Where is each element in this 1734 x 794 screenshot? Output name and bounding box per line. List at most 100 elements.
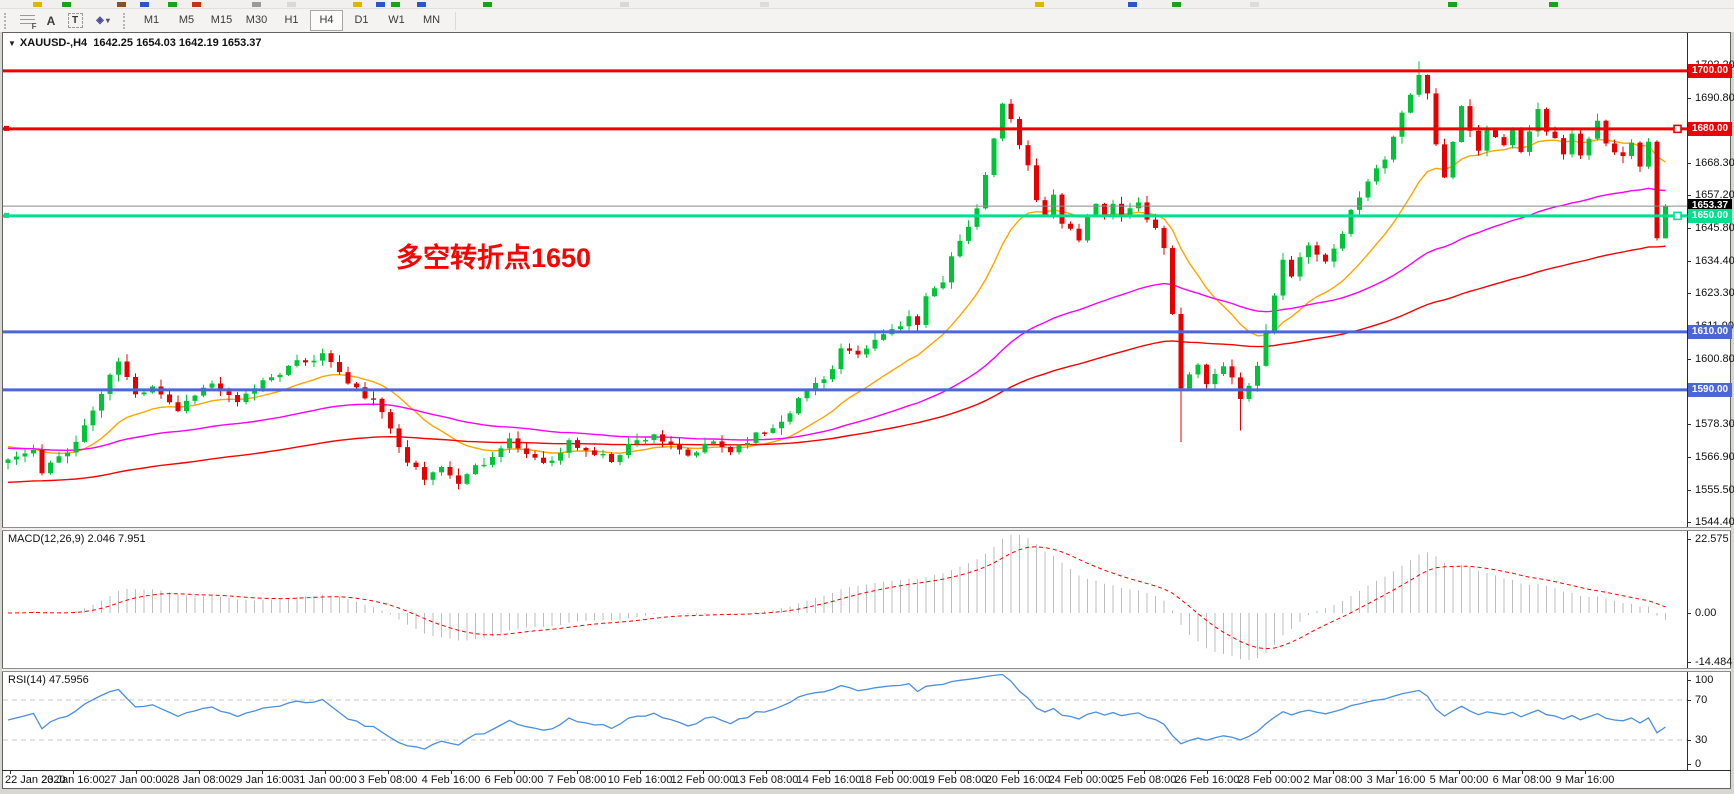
tick-mark: [1687, 613, 1691, 614]
chart-symbol-period: XAUUSD-,H4: [19, 37, 88, 49]
time-axis-label: 4 Feb 16:00: [421, 774, 481, 786]
tick-mark: [1687, 522, 1691, 524]
ma-fast-line: [7, 138, 1666, 455]
chevron-down-icon: ▾: [105, 16, 110, 25]
text-tool-button[interactable]: T: [63, 11, 87, 30]
window-left-edge: [0, 32, 2, 794]
toolbar-icon-fragment: [760, 2, 769, 7]
time-axis-tick: [577, 770, 578, 774]
chart-dropdown-icon[interactable]: ▼: [8, 39, 16, 48]
level-price-badge: 1650.00: [1688, 208, 1732, 223]
timeframe-button-m30[interactable]: M30: [245, 14, 268, 26]
timeframe-button-m5[interactable]: M5: [178, 14, 195, 26]
time-axis-label: 24 Feb 00:00: [1048, 774, 1114, 786]
tick-mark: [1687, 680, 1691, 681]
rsi-label: RSI(14) 47.5956: [8, 674, 89, 686]
time-axis-tick: [451, 770, 452, 774]
timeframe-button-h4[interactable]: H4: [310, 10, 343, 31]
window-bottom-edge: [0, 789, 1734, 794]
time-axis-tick: [829, 770, 830, 774]
toolbar-icon-fragment: [376, 2, 385, 7]
time-axis-label: 3 Feb 08:00: [358, 774, 418, 786]
tick-mark: [1687, 456, 1691, 458]
tick-mark: [1687, 293, 1691, 295]
toolbar-icon-fragment: [620, 2, 629, 7]
rsi-line: [7, 673, 1666, 750]
tick-mark: [1687, 358, 1691, 360]
time-axis-label: 9 Mar 16:00: [1555, 774, 1615, 786]
tick-mark: [1687, 97, 1691, 99]
time-axis-tick: [136, 770, 137, 774]
time-axis-tick: [10, 770, 11, 774]
time-axis-tick: [1207, 770, 1208, 774]
fibonacci-icon: F: [19, 14, 37, 31]
toolbar-grip[interactable]: [4, 12, 9, 29]
text-label-tool-button[interactable]: A: [39, 11, 63, 30]
timeframe-button-m15[interactable]: M15: [210, 14, 233, 26]
timeframe-button-h1[interactable]: H1: [284, 14, 299, 26]
time-axis-label: 28 Jan 08:00: [167, 774, 231, 786]
tick-mark: [1687, 423, 1691, 425]
horizontal-level-lines[interactable]: [3, 69, 1687, 392]
timeframe-group: M1 M5 M15 M30 H1 H4 D1 W1 MN: [134, 10, 449, 31]
time-axis-tick: [325, 770, 326, 774]
timeframe-button-m1[interactable]: M1: [143, 14, 160, 26]
pane-splitter[interactable]: [2, 527, 1731, 531]
fibonacci-tool-button[interactable]: F: [15, 11, 39, 31]
level-line-handle: [1673, 211, 1682, 221]
pane-splitter[interactable]: [2, 668, 1731, 672]
time-axis-tick: [73, 770, 74, 774]
time-axis-tick: [1396, 770, 1397, 774]
timeframe-button-d1[interactable]: D1: [354, 14, 369, 26]
time-axis-tick: [514, 770, 515, 774]
level-line-handle: [1673, 124, 1682, 134]
time-axis-label: 5 Mar 00:00: [1429, 774, 1489, 786]
tick-mark: [1687, 162, 1691, 164]
time-axis-label: 27 Jan 00:00: [104, 774, 168, 786]
level-price-badge: 1610.00: [1688, 324, 1732, 339]
time-axis-label: 6 Feb 00:00: [484, 774, 544, 786]
time-axis-label: 14 Feb 16:00: [796, 774, 862, 786]
toolbar-icon-fragment: [353, 2, 362, 7]
time-axis-tick: [1459, 770, 1460, 774]
time-axis-label: 13 Feb 08:00: [733, 774, 799, 786]
toolbar-grip[interactable]: [123, 12, 128, 29]
annotation-text[interactable]: 多空转折点1650: [396, 243, 592, 273]
toolbar-icon-fragment: [117, 2, 126, 7]
clipped-upper-toolbar: [0, 0, 1734, 9]
time-axis-label: 7 Feb 08:00: [547, 774, 607, 786]
time-axis-label: 22 Jan 2020: [5, 774, 66, 786]
macd-layer: [7, 534, 1666, 660]
time-axis-label: 6 Mar 08:00: [1492, 774, 1552, 786]
time-axis-label: 29 Jan 16:00: [230, 774, 294, 786]
toolbar-icon-fragment: [287, 2, 296, 7]
time-axis-tick: [199, 770, 200, 774]
toolbar-icon-fragment: [1448, 2, 1457, 7]
time-axis-label: 28 Feb 00:00: [1237, 774, 1303, 786]
tick-mark: [1687, 489, 1691, 491]
tick-mark: [1687, 261, 1691, 263]
macd-label: MACD(12,26,9) 2.046 7.951: [8, 533, 146, 545]
time-axis-label: 12 Feb 00:00: [670, 774, 736, 786]
ma-slow-line: [7, 245, 1666, 483]
timeframe-button-mn[interactable]: MN: [422, 14, 441, 26]
time-axis-tick: [892, 770, 893, 774]
time-axis-tick: [703, 770, 704, 774]
toolbar-icon-fragment: [62, 2, 71, 7]
toolbar-icon-fragment: [1035, 2, 1044, 7]
time-axis-label: 18 Feb 00:00: [859, 774, 925, 786]
toolbar-icon-fragment: [140, 2, 149, 7]
tick-mark: [1687, 740, 1691, 741]
window-right-edge: [1731, 32, 1734, 794]
arrow-objects-tool-button[interactable]: ◈ ▾: [87, 11, 119, 30]
time-axis-tick: [640, 770, 641, 774]
time-axis-tick: [1522, 770, 1523, 774]
chart-ohlc-readout: 1642.25 1654.03 1642.19 1653.37: [93, 37, 262, 49]
time-axis-tick: [1081, 770, 1082, 774]
time-axis-label: 25 Feb 08:00: [1111, 774, 1177, 786]
timeframe-button-w1[interactable]: W1: [388, 14, 405, 26]
ma-medium-line: [7, 187, 1666, 452]
time-axis-tick: [1585, 770, 1586, 774]
